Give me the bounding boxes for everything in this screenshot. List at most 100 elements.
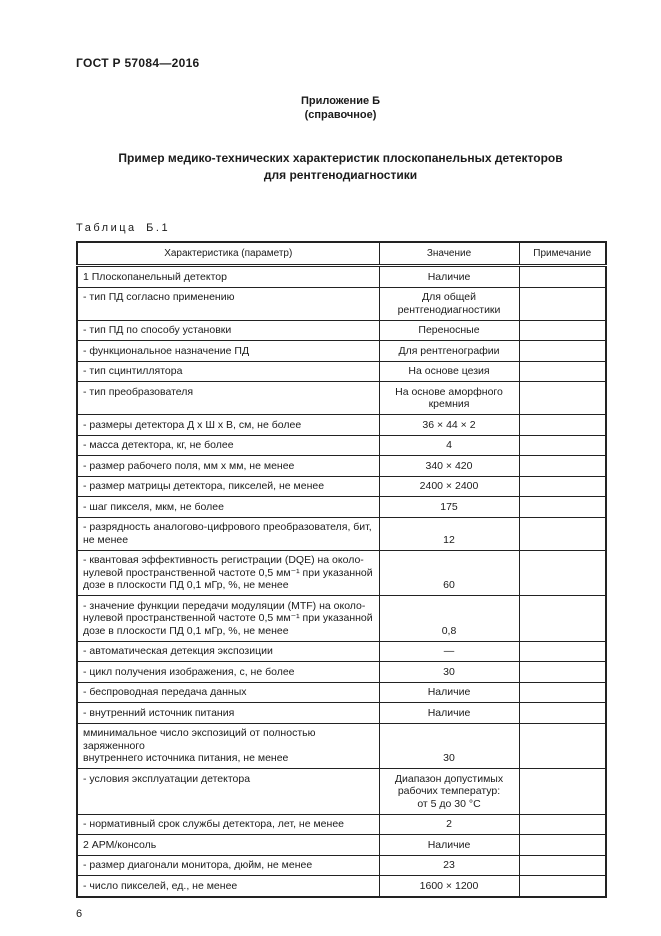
- appendix-subtitle: (справочное): [304, 109, 377, 121]
- cell-value: 175: [378, 496, 520, 518]
- header-value: Значение: [378, 241, 520, 267]
- cell-note: [518, 455, 607, 477]
- cell-value: 30: [378, 661, 520, 683]
- cell-param: - тип ПД по способу установки: [76, 319, 380, 341]
- cell-param: - размер матрицы детектора, пикселей, не…: [76, 475, 380, 497]
- cell-value: 30: [378, 722, 520, 769]
- cell-note: [518, 595, 607, 642]
- cell-value: Для общей рентгенодиагностики: [378, 286, 520, 321]
- cell-param: - масса детектора, кг, не более: [76, 434, 380, 456]
- table-row: - размер диагонали монитора, дюйм, не ме…: [76, 854, 607, 876]
- cell-param: - шаг пикселя, мкм, не более: [76, 496, 380, 518]
- main-title: Пример медико-технических характеристик …: [76, 150, 605, 184]
- characteristics-table: Характеристика (параметр) Значение Приме…: [76, 241, 607, 898]
- table-label: Таблица Б.1: [76, 222, 171, 234]
- cell-param: - тип ПД согласно применению: [76, 286, 380, 321]
- table-row: - значение функции передачи модуляции (M…: [76, 595, 607, 642]
- header-note: Примечание: [518, 241, 607, 267]
- cell-param: - тип сцинтиллятора: [76, 360, 380, 382]
- table-row: - разрядность аналогово-цифрового преобр…: [76, 516, 607, 551]
- cell-param: - условия эксплуатации детектора: [76, 768, 380, 815]
- cell-value: Диапазон допустимых рабочих температур: …: [378, 768, 520, 815]
- cell-note: [518, 265, 607, 288]
- cell-note: [518, 434, 607, 456]
- table-row: - тип сцинтиллятора На основе цезия: [76, 360, 607, 382]
- cell-note: [518, 516, 607, 551]
- cell-value: Переносные: [378, 319, 520, 341]
- table-row: - размер матрицы детектора, пикселей, не…: [76, 475, 607, 497]
- cell-note: [518, 381, 607, 415]
- cell-note: [518, 875, 607, 897]
- table-row: - функциональное назначение ПД Для рентге…: [76, 340, 607, 362]
- table-row: - число пикселей, ед., не менее 1600 × 12…: [76, 875, 607, 897]
- cell-note: [518, 414, 607, 436]
- table-row: - тип ПД по способу установки Переносные: [76, 319, 607, 341]
- cell-note: [518, 661, 607, 683]
- cell-value: 23: [378, 854, 520, 876]
- cell-param: - тип преобразователя: [76, 381, 380, 415]
- table-row: 1 Плоскопанельный детектор Наличие: [76, 265, 607, 288]
- table-row: - внутренний источник питания Наличие: [76, 702, 607, 724]
- cell-param: - разрядность аналогово-цифрового преобр…: [76, 516, 380, 551]
- doc-number: ГОСТ Р 57084—2016: [76, 56, 200, 70]
- cell-value: 1600 × 1200: [378, 875, 520, 897]
- header-characteristic: Характеристика (параметр): [76, 241, 380, 267]
- cell-value: 60: [378, 549, 520, 596]
- cell-param: - квантовая эффективность регистрации (D…: [76, 549, 380, 596]
- cell-value: На основе аморфного кремния: [378, 381, 520, 415]
- cell-param: - размер рабочего поля, мм х мм, не мене…: [76, 455, 380, 477]
- table-row: - шаг пикселя, мкм, не более 175: [76, 496, 607, 518]
- cell-note: [518, 640, 607, 662]
- cell-value: 340 × 420: [378, 455, 520, 477]
- cell-note: [518, 681, 607, 703]
- table-row: - масса детектора, кг, не более 4: [76, 434, 607, 456]
- table-row: - квантовая эффективность регистрации (D…: [76, 549, 607, 596]
- main-title-line2: для рентгенодиагностики: [263, 168, 418, 182]
- cell-note: [518, 768, 607, 815]
- cell-note: [518, 813, 607, 835]
- table-row: - автоматическая детекция экспозиции —: [76, 640, 607, 662]
- cell-param: - значение функции передачи модуляции (M…: [76, 595, 380, 642]
- cell-note: [518, 475, 607, 497]
- cell-value: —: [378, 640, 520, 662]
- cell-value: 4: [378, 434, 520, 456]
- cell-value: 2: [378, 813, 520, 835]
- cell-note: [518, 722, 607, 769]
- cell-param: - размер диагонали монитора, дюйм, не ме…: [76, 854, 380, 876]
- page-number: 6: [76, 907, 83, 920]
- cell-param: - нормативный срок службы детектора, лет…: [76, 813, 380, 835]
- appendix-block: Приложение Б (справочное): [76, 94, 605, 122]
- cell-value: 2400 × 2400: [378, 475, 520, 497]
- cell-note: [518, 360, 607, 382]
- table-row: - нормативный срок службы детектора, лет…: [76, 813, 607, 835]
- table-body: 1 Плоскопанельный детектор Наличие - тип П…: [76, 265, 607, 897]
- table-row: - размеры детектора Д х Ш х В, см, не бо…: [76, 414, 607, 436]
- appendix-title: Приложение Б: [300, 95, 381, 107]
- table-row: - условия эксплуатации детектора Диапазон…: [76, 768, 607, 815]
- cell-param: - внутренний источник питания: [76, 702, 380, 724]
- table-header-row: Характеристика (параметр) Значение Приме…: [76, 241, 607, 267]
- table-row: - цикл получения изображения, с, не боле…: [76, 661, 607, 683]
- cell-note: [518, 496, 607, 518]
- table-row: - тип ПД согласно применению Для общей ре…: [76, 286, 607, 321]
- cell-note: [518, 549, 607, 596]
- table-row: 2 АРМ/консоль Наличие: [76, 834, 607, 856]
- cell-note: [518, 854, 607, 876]
- cell-value: Наличие: [378, 702, 520, 724]
- cell-value: 12: [378, 516, 520, 551]
- cell-value: На основе цезия: [378, 360, 520, 382]
- table-row: - тип преобразователя На основе аморфного…: [76, 381, 607, 415]
- main-title-line1: Пример медико-технических характеристик …: [118, 151, 563, 165]
- cell-param: - число пикселей, ед., не менее: [76, 875, 380, 897]
- cell-param: 1 Плоскопанельный детектор: [76, 265, 380, 288]
- cell-param: - размеры детектора Д х Ш х В, см, не бо…: [76, 414, 380, 436]
- table-row: - беспроводная передача данных Наличие: [76, 681, 607, 703]
- cell-note: [518, 319, 607, 341]
- cell-value: Наличие: [378, 834, 520, 856]
- cell-value: 0,8: [378, 595, 520, 642]
- cell-note: [518, 340, 607, 362]
- cell-note: [518, 702, 607, 724]
- cell-value: Наличие: [378, 681, 520, 703]
- cell-value: Для рентгенографии: [378, 340, 520, 362]
